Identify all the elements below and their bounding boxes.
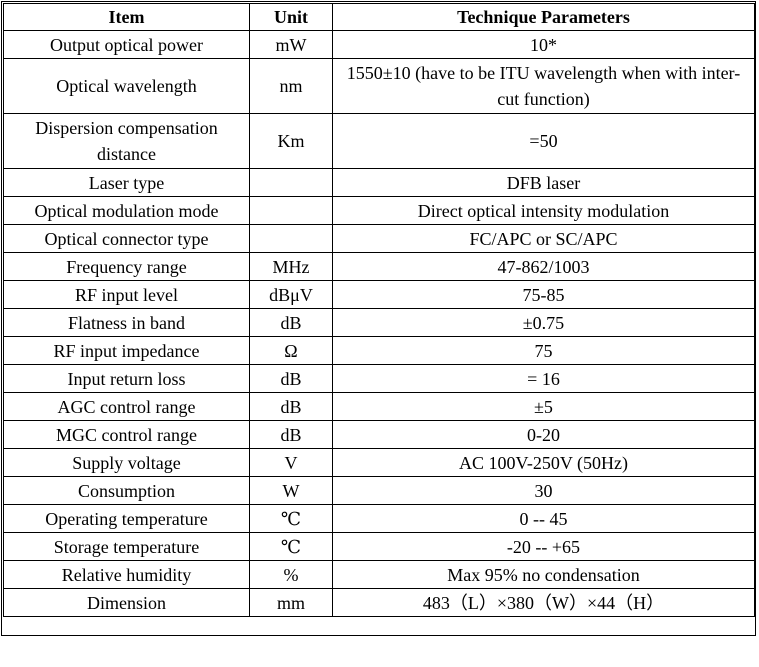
row-value: 0 -- 45 <box>332 504 755 533</box>
row-value: 10* <box>332 30 755 59</box>
row-value: Direct optical intensity modulation <box>332 196 755 225</box>
row-item: Frequency range <box>3 252 250 281</box>
header-technique-parameters: Technique Parameters <box>332 3 755 31</box>
row-unit: MHz <box>249 252 333 281</box>
row-value: ±0.75 <box>332 308 755 337</box>
table-row: Optical modulation mode Direct optical i… <box>3 196 755 225</box>
table-row: Storage temperature ℃ -20 -- +65 <box>3 532 755 561</box>
table-row: RF input impedance Ω 75 <box>3 336 755 365</box>
row-value: 75-85 <box>332 280 755 309</box>
row-unit <box>249 168 333 197</box>
header-item: Item <box>3 3 250 31</box>
table-row: Flatness in band dB ±0.75 <box>3 308 755 337</box>
table-row: Frequency range MHz 47-862/1003 <box>3 252 755 281</box>
row-value: =50 <box>332 113 755 169</box>
row-item: Flatness in band <box>3 308 250 337</box>
row-value: AC 100V-250V (50Hz) <box>332 448 755 477</box>
table-row: AGC control range dB ±5 <box>3 392 755 421</box>
table-header-row: Item Unit Technique Parameters <box>3 3 755 31</box>
row-unit: Ω <box>249 336 333 365</box>
row-unit: % <box>249 560 333 589</box>
table-row: Laser type DFB laser <box>3 168 755 197</box>
row-item: Relative humidity <box>3 560 250 589</box>
row-unit: W <box>249 476 333 505</box>
table-row: Consumption W 30 <box>3 476 755 505</box>
row-item: Operating temperature <box>3 504 250 533</box>
row-value: 483（L）×380（W）×44（H） <box>332 588 755 617</box>
table-row: Optical wavelength nm 1550±10 (have to b… <box>3 58 755 114</box>
row-value: = 16 <box>332 364 755 393</box>
row-value: Max 95% no condensation <box>332 560 755 589</box>
row-value: 1550±10 (have to be ITU wavelength when … <box>332 58 755 114</box>
row-item: AGC control range <box>3 392 250 421</box>
row-value: 0-20 <box>332 420 755 449</box>
row-unit: Km <box>249 113 333 169</box>
row-unit: mW <box>249 30 333 59</box>
row-item: Optical connector type <box>3 224 250 253</box>
row-item: RF input level <box>3 280 250 309</box>
row-unit: dB <box>249 420 333 449</box>
row-value: 30 <box>332 476 755 505</box>
row-item: Optical wavelength <box>3 58 250 114</box>
row-item: Output optical power <box>3 30 250 59</box>
row-unit: ℃ <box>249 504 333 533</box>
row-unit <box>249 196 333 225</box>
row-unit: dB <box>249 308 333 337</box>
row-value: 75 <box>332 336 755 365</box>
table-row: Input return loss dB = 16 <box>3 364 755 393</box>
row-unit: mm <box>249 588 333 617</box>
row-unit: dB <box>249 364 333 393</box>
row-value: ±5 <box>332 392 755 421</box>
row-value: FC/APC or SC/APC <box>332 224 755 253</box>
row-item: Supply voltage <box>3 448 250 477</box>
row-item: RF input impedance <box>3 336 250 365</box>
table-row: Relative humidity % Max 95% no condensat… <box>3 560 755 589</box>
table-row: MGC control range dB 0-20 <box>3 420 755 449</box>
table-row: Output optical power mW 10* <box>3 30 755 59</box>
row-item: Laser type <box>3 168 250 197</box>
table-row: Dimension mm 483（L）×380（W）×44（H） <box>3 588 755 617</box>
table-row: Optical connector type FC/APC or SC/APC <box>3 224 755 253</box>
table-row: RF input level dBμV 75-85 <box>3 280 755 309</box>
row-item: Input return loss <box>3 364 250 393</box>
header-unit: Unit <box>249 3 333 31</box>
table-row: Supply voltage V AC 100V-250V (50Hz) <box>3 448 755 477</box>
row-unit: ℃ <box>249 532 333 561</box>
row-unit: dBμV <box>249 280 333 309</box>
row-value: -20 -- +65 <box>332 532 755 561</box>
row-value: 47-862/1003 <box>332 252 755 281</box>
row-item: Optical modulation mode <box>3 196 250 225</box>
row-item: Dispersion compensation distance <box>3 113 250 169</box>
row-value: DFB laser <box>332 168 755 197</box>
technique-parameters-table: Item Unit Technique Parameters Output op… <box>3 3 755 617</box>
row-unit: dB <box>249 392 333 421</box>
row-unit: V <box>249 448 333 477</box>
row-unit: nm <box>249 58 333 114</box>
table-row: Dispersion compensation distance Km =50 <box>3 113 755 169</box>
row-item: Dimension <box>3 588 250 617</box>
row-item: MGC control range <box>3 420 250 449</box>
row-item: Consumption <box>3 476 250 505</box>
table-row: Operating temperature ℃ 0 -- 45 <box>3 504 755 533</box>
row-item: Storage temperature <box>3 532 250 561</box>
row-unit <box>249 224 333 253</box>
